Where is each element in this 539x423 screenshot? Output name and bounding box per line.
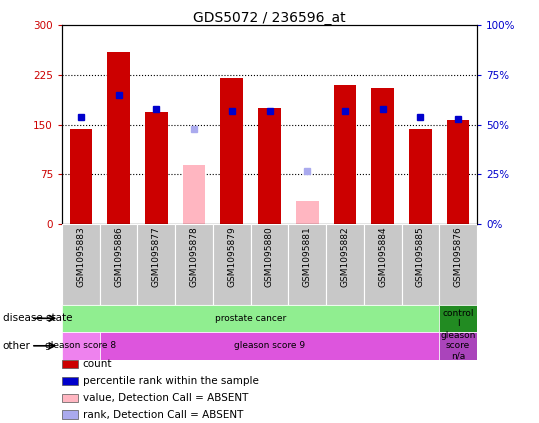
Text: value, Detection Call = ABSENT: value, Detection Call = ABSENT: [83, 393, 248, 403]
Text: rank, Detection Call = ABSENT: rank, Detection Call = ABSENT: [83, 409, 243, 420]
Text: percentile rank within the sample: percentile rank within the sample: [83, 376, 259, 386]
Bar: [62, 224, 100, 305]
Bar: [288, 224, 326, 305]
Text: GDS5072 / 236596_at: GDS5072 / 236596_at: [193, 11, 346, 25]
Text: gleason
score
n/a: gleason score n/a: [440, 331, 476, 361]
Text: GSM1095876: GSM1095876: [454, 227, 462, 287]
Text: GSM1095885: GSM1095885: [416, 227, 425, 287]
Bar: [364, 224, 402, 305]
Bar: [439, 224, 477, 305]
Bar: [183, 165, 205, 224]
Bar: [62, 332, 100, 360]
Bar: [213, 224, 251, 305]
Bar: [334, 85, 356, 224]
Bar: [409, 129, 432, 224]
Text: GSM1095881: GSM1095881: [303, 227, 312, 287]
Bar: [296, 201, 319, 224]
Bar: [251, 224, 288, 305]
Bar: [100, 224, 137, 305]
Bar: [402, 224, 439, 305]
Bar: [439, 332, 477, 360]
Text: GSM1095884: GSM1095884: [378, 227, 387, 287]
Bar: [70, 129, 92, 224]
Bar: [175, 224, 213, 305]
Text: other: other: [3, 341, 31, 351]
Text: GSM1095879: GSM1095879: [227, 227, 236, 287]
Bar: [326, 224, 364, 305]
Bar: [107, 52, 130, 224]
Text: prostate cancer: prostate cancer: [215, 314, 286, 323]
Text: control
l: control l: [443, 309, 474, 328]
Bar: [145, 112, 168, 224]
Text: GSM1095882: GSM1095882: [341, 227, 349, 287]
Text: GSM1095880: GSM1095880: [265, 227, 274, 287]
Bar: [62, 376, 78, 385]
Bar: [62, 360, 78, 368]
Bar: [258, 108, 281, 224]
Text: gleason score 8: gleason score 8: [45, 341, 116, 350]
Text: GSM1095877: GSM1095877: [152, 227, 161, 287]
Text: GSM1095886: GSM1095886: [114, 227, 123, 287]
Bar: [62, 410, 78, 419]
Text: GSM1095883: GSM1095883: [77, 227, 85, 287]
Text: GSM1095878: GSM1095878: [190, 227, 198, 287]
Bar: [371, 88, 394, 224]
Text: disease state: disease state: [3, 313, 72, 323]
Text: count: count: [83, 359, 112, 369]
Bar: [62, 393, 78, 402]
Bar: [439, 305, 477, 332]
Bar: [100, 332, 439, 360]
Bar: [220, 78, 243, 224]
Bar: [137, 224, 175, 305]
Text: gleason score 9: gleason score 9: [234, 341, 305, 350]
Bar: [447, 120, 469, 224]
